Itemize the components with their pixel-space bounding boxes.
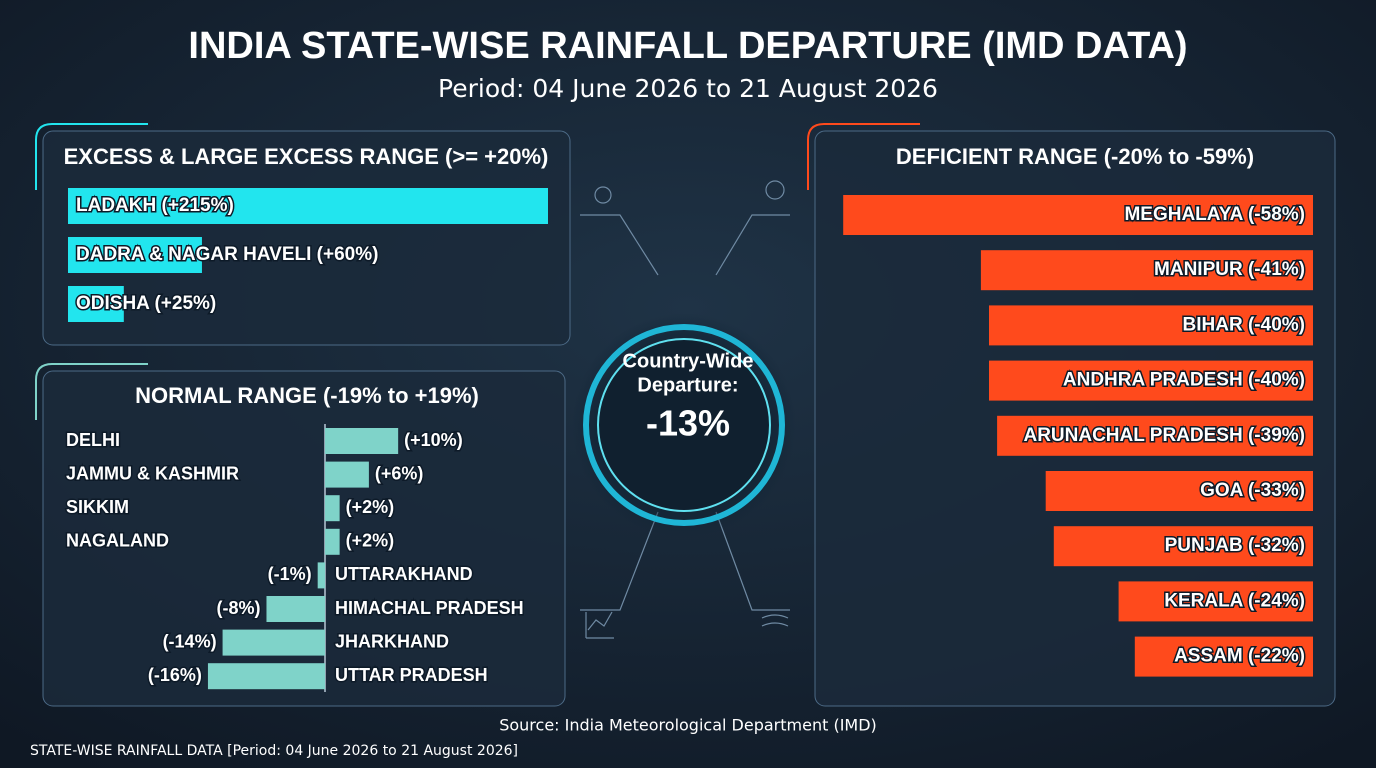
category-label: DELHI: [66, 430, 120, 450]
bar: [1134, 636, 1313, 677]
value-label: (-32%): [1248, 535, 1305, 556]
bar: [68, 237, 202, 273]
category-label: ASSAM: [1174, 646, 1243, 667]
bar: [266, 596, 325, 622]
chart-title: NORMAL RANGE (-19% to +19%): [135, 383, 479, 408]
panel-accent: [35, 123, 148, 190]
category-label: PUNJAB: [1165, 535, 1243, 556]
bar: [68, 286, 124, 322]
category-label: ANDHRA PRADESH: [1063, 370, 1243, 391]
bar-label: ARUNACHAL PRADESH (-39%): [1023, 425, 1305, 446]
bar: [989, 305, 1313, 346]
category-label: JAMMU & KASHMIR: [66, 463, 239, 483]
category-label: MEGHALAYA: [1124, 204, 1243, 225]
category-label: DADRA & NAGAR HAVELI: [76, 244, 311, 265]
bar-label: LADAKH (+215%): [76, 195, 234, 216]
center-label: Country-Wide: [623, 350, 754, 372]
value-label: (-8%): [216, 598, 260, 618]
chart-title: DEFICIENT RANGE (-20% to -59%): [896, 144, 1254, 169]
footer-note: STATE-WISE RAINFALL DATA [Period: 04 Jun…: [30, 743, 518, 759]
category-label: UTTAR PRADESH: [335, 665, 488, 685]
bar: [980, 250, 1313, 291]
bar: [1045, 471, 1313, 511]
bar-label: ANDHRA PRADESH (-40%): [1063, 370, 1305, 391]
value-label: (+10%): [404, 430, 463, 450]
bar-label: PUNJAB (-32%): [1165, 535, 1305, 556]
value-label: (-1%): [268, 564, 312, 584]
category-label: KERALA: [1164, 590, 1243, 611]
bar: [68, 188, 548, 224]
normal-panel: [42, 370, 566, 707]
bar: [325, 428, 399, 454]
value-label: (-22%): [1248, 646, 1305, 667]
chart-title: EXCESS & LARGE EXCESS RANGE (>= +20%): [64, 144, 549, 169]
bar: [222, 629, 325, 656]
bar: [989, 360, 1313, 401]
bar: [1053, 526, 1313, 567]
category-label: BIHAR: [1183, 314, 1243, 335]
value-label: (+2%): [346, 531, 395, 551]
center-value: -13%: [646, 403, 730, 444]
value-label: (-33%): [1248, 480, 1305, 501]
bar: [325, 528, 340, 555]
value-label: (-41%): [1248, 259, 1305, 280]
bar-label: KERALA (-24%): [1164, 590, 1305, 611]
category-label: LADAKH: [76, 195, 156, 216]
bar: [1118, 581, 1313, 622]
category-label: JHARKHAND: [335, 631, 449, 651]
value-label: (-40%): [1248, 314, 1305, 335]
value-label: (-16%): [148, 665, 202, 685]
category-label: GOA: [1200, 480, 1244, 501]
bar: [325, 495, 340, 522]
value-label: (+25%): [154, 293, 216, 314]
category-label: NAGALAND: [66, 531, 169, 551]
bar: [207, 663, 325, 690]
category-label: MANIPUR: [1154, 259, 1243, 280]
panel-accent: [807, 123, 920, 190]
value-label: (-39%): [1248, 425, 1305, 446]
center-label: Departure:: [637, 374, 738, 396]
bar-label: MANIPUR (-41%): [1154, 259, 1305, 280]
value-label: (+6%): [375, 463, 424, 483]
bar: [317, 562, 325, 589]
bar-label: MEGHALAYA (-58%): [1124, 204, 1305, 225]
category-label: ARUNACHAL PRADESH: [1023, 425, 1242, 446]
gauge-inner: [597, 338, 771, 512]
value-label: (+215%): [162, 195, 234, 216]
bar-label: ODISHA (+25%): [76, 293, 216, 314]
category-label: HIMACHAL PRADESH: [335, 598, 524, 618]
bar-label: BIHAR (-40%): [1183, 314, 1305, 335]
gauge-ring: [583, 324, 785, 526]
panel-accent: [35, 363, 148, 420]
category-label: UTTARAKHAND: [335, 564, 473, 584]
value-label: (-58%): [1248, 204, 1305, 225]
page-title: INDIA STATE-WISE RAINFALL DEPARTURE (IMD…: [188, 25, 1187, 67]
category-label: ODISHA: [76, 293, 150, 314]
category-label: SIKKIM: [66, 497, 129, 517]
bar: [325, 461, 369, 488]
value-label: (-40%): [1248, 370, 1305, 391]
value-label: (-24%): [1248, 590, 1305, 611]
bar-label: ASSAM (-22%): [1174, 646, 1305, 667]
page-subtitle: Period: 04 June 2026 to 21 August 2026: [438, 74, 938, 103]
bar-label: DADRA & NAGAR HAVELI (+60%): [76, 244, 378, 265]
bar: [997, 415, 1313, 456]
excess-panel: [42, 130, 571, 346]
value-label: (-14%): [163, 631, 217, 651]
bar: [843, 195, 1313, 235]
bar-label: GOA (-33%): [1200, 480, 1305, 501]
connectors: [580, 180, 790, 639]
source: Source: India Meteorological Department …: [499, 716, 877, 735]
value-label: (+60%): [317, 244, 379, 265]
value-label: (+2%): [346, 497, 395, 517]
